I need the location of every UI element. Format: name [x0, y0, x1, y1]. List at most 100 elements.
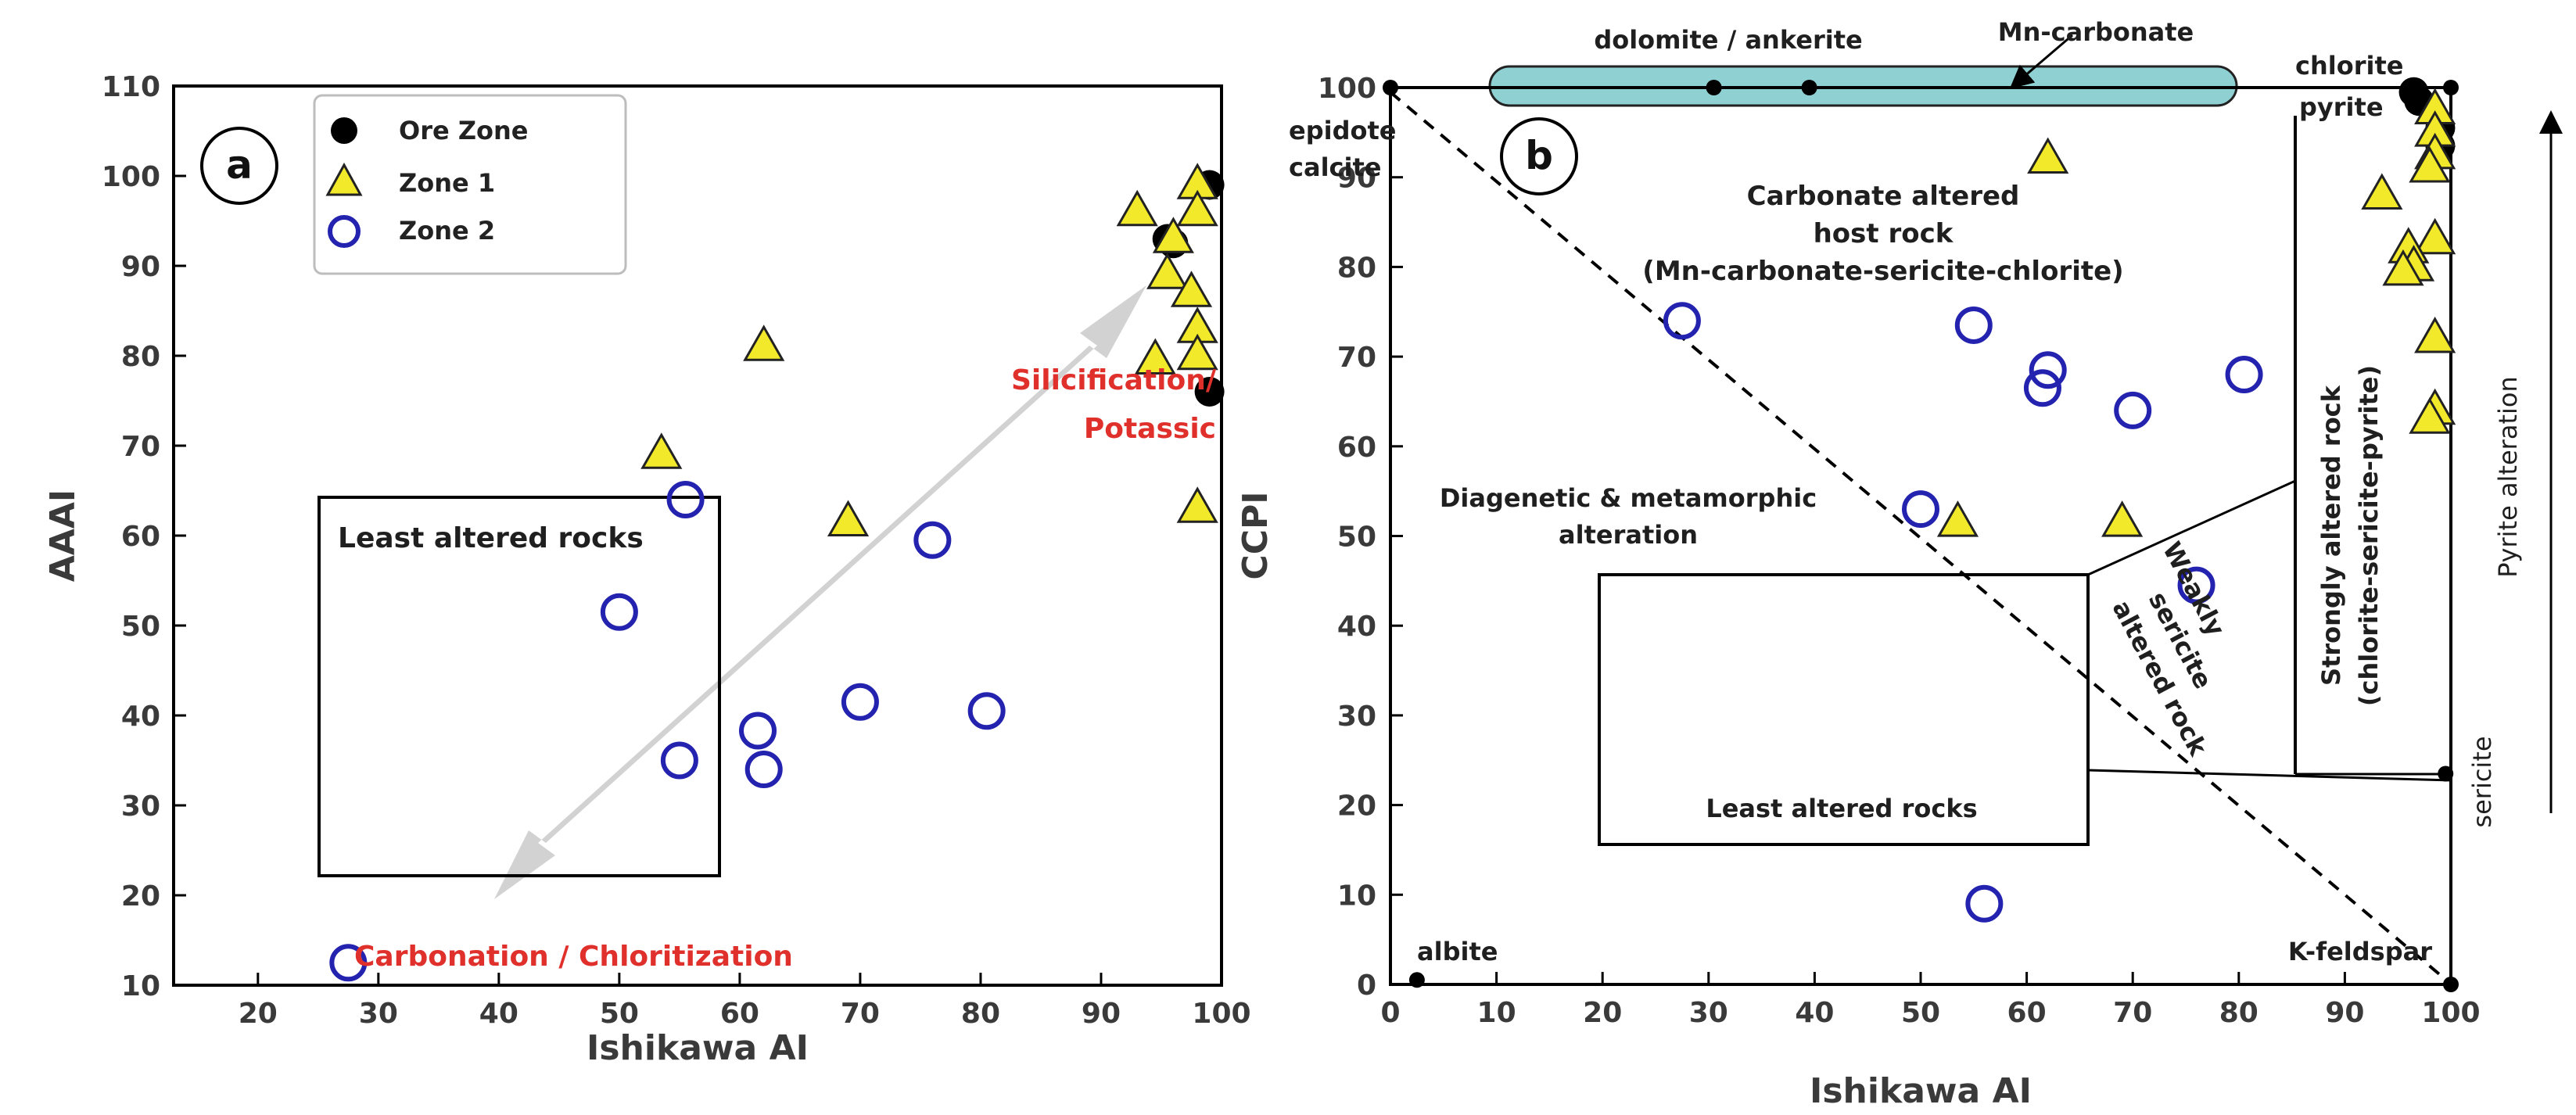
ytick-label: 80: [1337, 252, 1376, 284]
zone2-point: [2029, 351, 2067, 389]
zone1-point: [2027, 137, 2069, 174]
zone1-point: [743, 324, 785, 361]
panel-a-points: [329, 163, 1225, 982]
panel-a-ylabel: AAAI: [43, 489, 83, 583]
ytick-label: 50: [1337, 522, 1376, 554]
ytick-label: 30: [121, 791, 160, 823]
ytick-label: 100: [1318, 73, 1376, 105]
zone1-point: [1152, 217, 1194, 253]
zone2-point: [739, 712, 777, 750]
xtick-label: 90: [2325, 997, 2364, 1029]
mineral-vertex-point: [1706, 80, 1722, 95]
xtick-label: 70: [2113, 997, 2152, 1029]
ytick-label: 50: [121, 611, 160, 643]
legend-ore-zone-label: Ore Zone: [399, 116, 529, 145]
xtick-label: 40: [479, 998, 518, 1030]
diagenetic-label-1: Diagenetic & metamorphic: [1440, 483, 1817, 513]
mineral-vertex-point: [1801, 80, 1817, 95]
k-feldspar-label: K-feldspar: [2288, 937, 2432, 966]
zone1-point: [827, 500, 870, 537]
xtick-label: 20: [239, 998, 278, 1030]
panel-b-chart: 0 10 20 30 40 50 60 70 80 90 100 0 10 20 30 40 50 60 70 80 9…: [1236, 17, 2563, 1111]
albite-label: albite: [1417, 937, 1498, 966]
ore-zone-point: [1194, 377, 1225, 407]
least-altered-label: Least altered rocks: [338, 522, 644, 554]
zone1-point: [2101, 500, 2144, 537]
zone2-point: [1954, 306, 1993, 344]
ytick-label: 60: [121, 521, 160, 553]
zone1-point: [1176, 333, 1218, 371]
xtick-label: 80: [961, 998, 1000, 1030]
panel-a-xlabel: Ishikawa AI: [587, 1028, 809, 1068]
zone2-point: [2114, 391, 2152, 429]
mineral-vertex-point: [1408, 972, 1425, 988]
epidote-label: epidote: [1289, 116, 1396, 145]
mineral-vertex-point: [2443, 80, 2459, 95]
zone1-point: [2414, 316, 2456, 353]
ytick-label: 80: [121, 341, 160, 373]
least-altered-label-b: Least altered rocks: [1706, 794, 1977, 823]
zone1-point: [1146, 253, 1189, 289]
zone2-point: [666, 481, 705, 518]
zone1-point: [1116, 189, 1158, 227]
ytick-label: 100: [102, 161, 160, 193]
zone2-point: [913, 521, 952, 559]
xtick-label: 50: [600, 998, 639, 1030]
mineral-vertex-point: [1383, 80, 1398, 95]
weakly-altered-label: Weakly sericite altered rock: [2107, 537, 2231, 762]
panel-b-label-circle: [1500, 117, 1578, 195]
ytick-label: 90: [121, 251, 160, 283]
sericite-label: sericite: [2467, 736, 2497, 827]
zone1-point: [1176, 486, 1218, 523]
panel-b-ticks: 0 10 20 30 40 50 60 70 80 90 100 0 10 20 30 40 50 60 70 80 9…: [1318, 73, 2481, 1029]
xtick-label: 20: [1583, 997, 1622, 1029]
mn-carbonate-label: Mn-carbonate: [1998, 17, 2194, 47]
panel-b-xlabel: Ishikawa AI: [1810, 1071, 2032, 1111]
legend-box: [313, 94, 627, 275]
legend-zone2-label: Zone 2: [399, 216, 495, 246]
panel-b-label: b: [1525, 133, 1553, 178]
xtick-label: 30: [359, 998, 398, 1030]
legend: Ore Zone Zone 1 Zone 2: [313, 94, 627, 275]
mn-carbonate-arrow: [2009, 34, 2073, 89]
ytick-label: 20: [121, 880, 160, 912]
xtick-label: 50: [1901, 997, 1940, 1029]
least-altered-box: [318, 496, 721, 877]
xtick-label: 60: [2007, 997, 2047, 1029]
ytick-label: 90: [1337, 163, 1376, 195]
weak-field-upper-boundary: [2087, 479, 2296, 576]
panel-b-points: [1663, 77, 2456, 923]
panel-b-ylabel: CCPI: [1236, 491, 1275, 579]
zone1-point: [2382, 249, 2424, 286]
strongly-altered-label-2: (chlorite-sericite-pyrite): [2354, 365, 2384, 706]
zone2-point: [2023, 369, 2061, 407]
ytick-label: 0: [1357, 970, 1376, 1002]
ytick-label: 30: [1337, 701, 1376, 733]
zone2-point: [1663, 302, 1701, 340]
panel-a-chart: 20 30 40 50 60 70 80 90 100 10 20 30 40 50 60 70 80 90 100…: [43, 71, 1251, 1068]
xtick-label: 100: [1192, 998, 1250, 1030]
potassic-label: Potassic: [1084, 413, 1216, 445]
xtick-label: 10: [1477, 997, 1516, 1029]
xtick-label: 40: [1795, 997, 1834, 1029]
panel-a-label: a: [226, 142, 253, 188]
ytick-label: 40: [1337, 611, 1376, 643]
pyrite-alteration-label: Pyrite alteration: [2493, 376, 2523, 577]
ytick-label: 70: [1337, 342, 1376, 374]
carbonate-host-label-1: Carbonate altered: [1747, 181, 2020, 212]
zone1-point: [1936, 500, 1979, 537]
panel-a-frame: [172, 84, 1223, 987]
zone2-point: [841, 683, 879, 721]
weak-field-lower-boundary: [2087, 769, 2452, 782]
panel-a-ticks: 20 30 40 50 60 70 80 90 100 10 20 30 40 50 60 70 80 90 100…: [102, 71, 1251, 1030]
mineral-vertex-point: [2438, 765, 2454, 782]
panel-a-label-circle: [200, 127, 278, 205]
legend-zone2-marker: [328, 215, 361, 248]
ytick-label: 70: [121, 431, 160, 463]
least-altered-box-b: [1598, 573, 2090, 846]
zone1-point: [640, 432, 683, 469]
zone2-point: [1965, 884, 2004, 923]
zone1-point: [2361, 173, 2403, 210]
zone1-point: [2414, 217, 2456, 255]
